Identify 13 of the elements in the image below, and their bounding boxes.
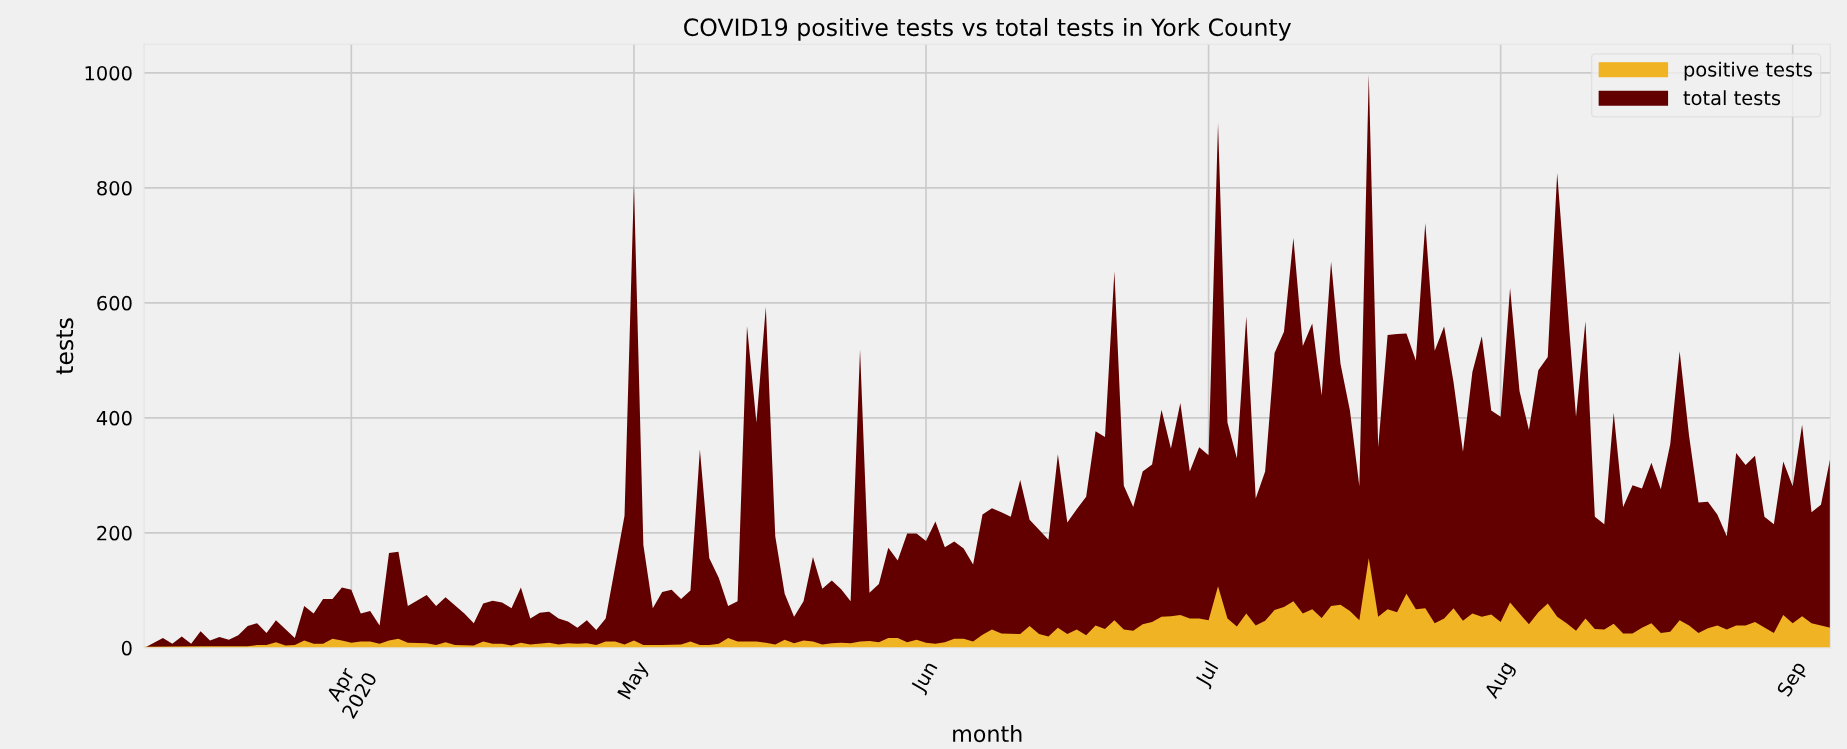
legend-label: positive tests xyxy=(1684,61,1812,81)
x-tick-label: Jul xyxy=(1194,660,1222,690)
y-tick-label: 800 xyxy=(97,180,132,196)
x-axis-title: month xyxy=(953,724,1022,743)
y-axis-title: tests xyxy=(56,318,74,375)
y-tick-label: 1000 xyxy=(85,65,132,81)
chart-title: COVID19 positive tests vs total tests in York County xyxy=(684,17,1291,41)
y-tick-label: 0 xyxy=(121,640,132,656)
y-tick-label: 200 xyxy=(97,525,132,541)
legend-label: total tests xyxy=(1683,90,1781,106)
y-tick-label: 600 xyxy=(97,295,132,311)
y-tick-label: 400 xyxy=(96,410,132,426)
x-tick-label: Jun xyxy=(910,660,941,696)
